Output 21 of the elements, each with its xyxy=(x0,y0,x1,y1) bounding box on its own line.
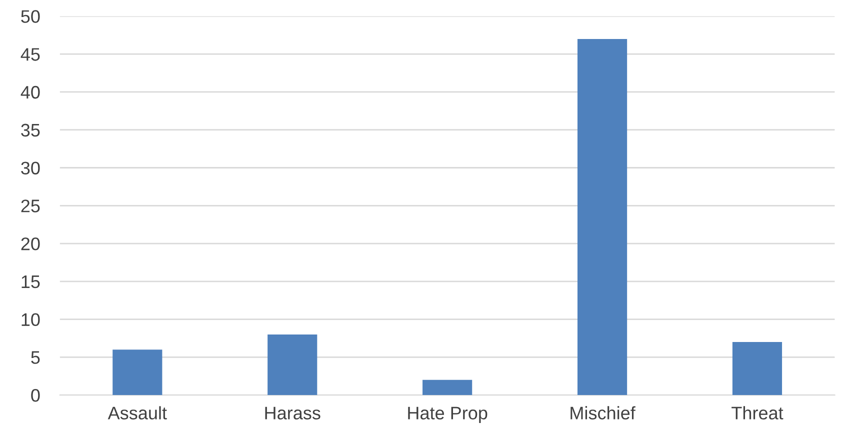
y-tick-label: 25 xyxy=(21,200,40,212)
bar xyxy=(422,380,472,396)
y-tick-label: 15 xyxy=(22,276,40,288)
x-tick-label: Assault xyxy=(108,406,167,420)
bar xyxy=(732,342,782,396)
y-tick-label: 35 xyxy=(21,124,40,137)
y-tick-label: 5 xyxy=(31,351,40,364)
y-tick-label: 30 xyxy=(21,162,40,174)
y-tick-label: 45 xyxy=(20,48,40,61)
y-tick-label: 20 xyxy=(21,237,40,250)
y-tick-label: 40 xyxy=(20,86,40,99)
x-tick-label: Mischief xyxy=(570,406,636,420)
y-tick-label: 50 xyxy=(21,10,40,23)
x-tick-label: Hate Prop xyxy=(408,406,488,424)
bar xyxy=(112,350,162,396)
bar xyxy=(268,334,318,396)
bar xyxy=(577,38,628,396)
x-tick-label: Harass xyxy=(265,406,320,420)
x-tick-label: Threat xyxy=(732,406,784,420)
y-tick-label: 0 xyxy=(31,389,40,402)
y-tick-label: 10 xyxy=(22,313,40,326)
